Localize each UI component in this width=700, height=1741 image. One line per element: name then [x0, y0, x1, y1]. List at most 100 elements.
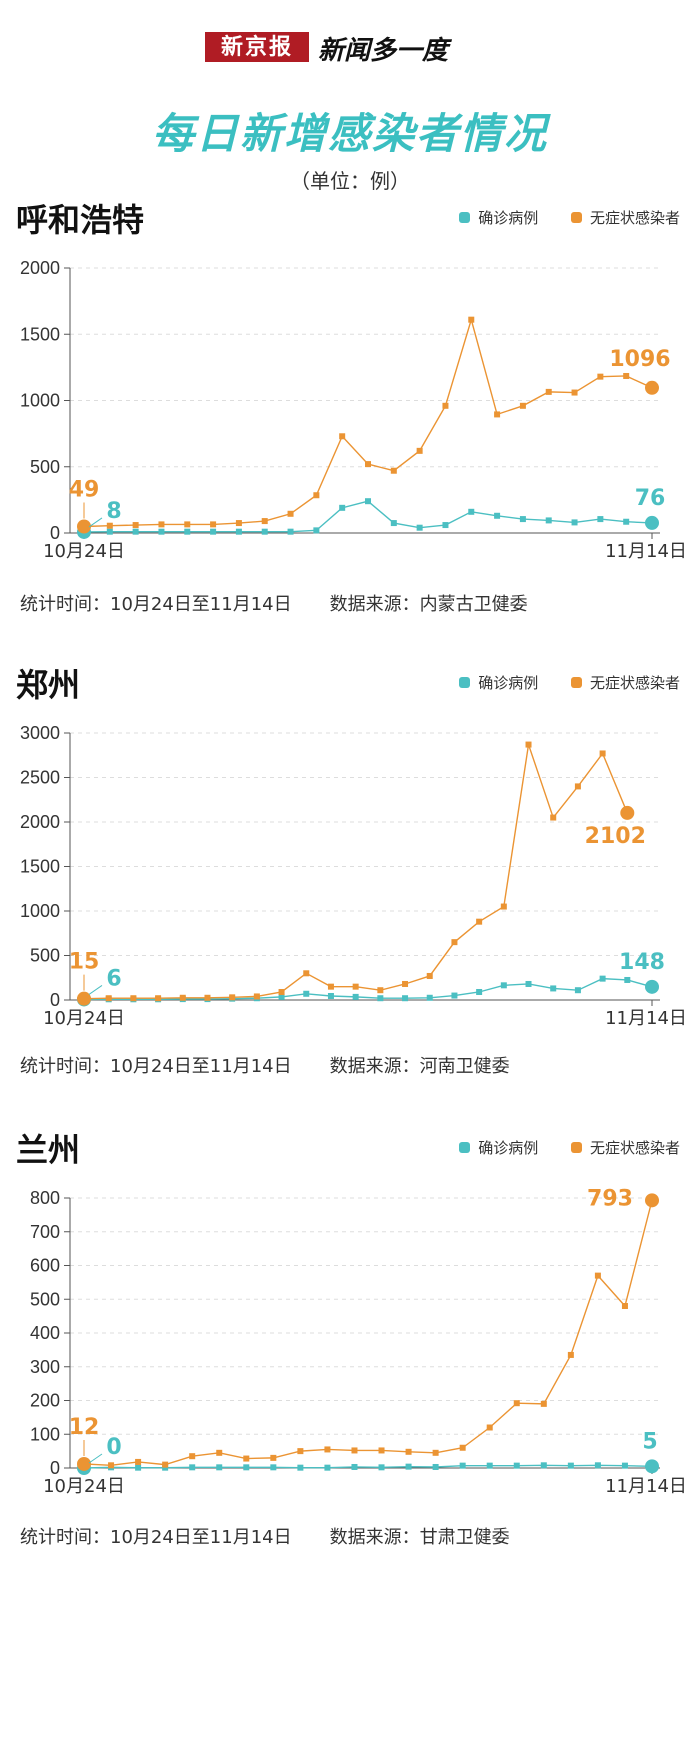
- data-point: [216, 1464, 223, 1471]
- data-point: [525, 980, 532, 987]
- data-point: [624, 976, 631, 983]
- data-point: [494, 411, 501, 418]
- data-point: [540, 1400, 547, 1407]
- data-point: [416, 524, 423, 531]
- data-point: [303, 990, 310, 997]
- data-point: [599, 975, 606, 982]
- data-label: 8: [106, 499, 121, 524]
- data-point: [253, 993, 260, 1000]
- y-tick-label: 0: [50, 523, 60, 543]
- y-tick-label: 500: [30, 946, 60, 966]
- data-point: [189, 1453, 196, 1460]
- data-point: [550, 985, 557, 992]
- data-point: [352, 993, 359, 1000]
- asymptomatic-swatch: [570, 1142, 582, 1153]
- asymptomatic-series-line: [83, 1200, 653, 1467]
- data-point: [235, 520, 242, 527]
- data-point: [571, 389, 578, 396]
- data-point: [476, 918, 483, 925]
- data-point: [216, 1449, 223, 1456]
- chart-footer: 统计时间：10月24日至11月14日 数据来源：甘肃卫健委: [20, 1523, 510, 1549]
- confirmed-swatch: [459, 677, 471, 688]
- chart-legend: 确诊病例 无症状感染者: [431, 1137, 680, 1158]
- data-point: [623, 372, 630, 379]
- source-label: 数据来源：内蒙古卫健委: [329, 594, 528, 615]
- data-label: 148: [619, 950, 665, 975]
- data-point: [574, 783, 581, 790]
- data-point: [390, 467, 397, 474]
- data-label: 15: [69, 950, 100, 975]
- data-point: [179, 994, 186, 1001]
- legend-item-asymptomatic: 无症状感染者: [570, 1137, 680, 1158]
- x-tick-label: 10月24日: [43, 541, 125, 562]
- data-point: [132, 528, 139, 535]
- data-point: [513, 1462, 520, 1469]
- y-tick-label: 800: [30, 1188, 60, 1208]
- data-point: [327, 992, 334, 999]
- data-point: [377, 995, 384, 1002]
- city-title: 呼和浩特: [16, 201, 145, 239]
- label-leader: [88, 517, 103, 528]
- asymptomatic-series-line: [83, 317, 653, 528]
- data-point: [324, 1446, 331, 1453]
- endpoint-marker: [645, 1459, 659, 1474]
- data-point: [500, 982, 507, 989]
- data-point: [525, 741, 532, 748]
- y-tick-label: 300: [30, 1357, 60, 1377]
- asymptomatic-swatch: [570, 677, 582, 688]
- data-point: [210, 528, 217, 535]
- data-label: 1096: [609, 347, 670, 372]
- data-point: [426, 994, 433, 1001]
- data-point: [313, 492, 320, 499]
- data-point: [459, 1462, 466, 1469]
- data-point: [426, 972, 433, 979]
- data-point: [324, 1464, 331, 1471]
- data-point: [229, 994, 236, 1001]
- data-point: [519, 402, 526, 409]
- data-point: [519, 516, 526, 523]
- x-tick-label: 11月14日: [605, 541, 687, 562]
- data-point: [623, 518, 630, 525]
- y-tick-label: 2500: [20, 768, 60, 788]
- data-point: [567, 1462, 574, 1469]
- data-point: [567, 1351, 574, 1358]
- data-point: [278, 988, 285, 995]
- confirmed-swatch: [459, 1142, 471, 1153]
- y-tick-label: 1000: [20, 901, 60, 921]
- legend-label: 确诊病例: [478, 209, 539, 227]
- data-point: [486, 1462, 493, 1469]
- legend-item-confirmed: 确诊病例: [459, 672, 538, 693]
- data-point: [287, 528, 294, 535]
- time-range-label: 统计时间：10月24日至11月14日: [20, 1527, 292, 1548]
- data-point: [621, 1303, 628, 1309]
- data-point: [451, 939, 458, 946]
- data-point: [108, 1462, 115, 1469]
- data-label: 76: [635, 486, 666, 511]
- y-tick-label: 700: [30, 1222, 60, 1242]
- confirmed-series-line: [83, 500, 653, 533]
- data-point: [405, 1448, 412, 1455]
- data-point: [261, 528, 268, 535]
- data-point: [597, 373, 604, 380]
- data-point: [184, 521, 191, 528]
- chart-section-hohhot: 呼和浩特 确诊病例 无症状感染者 0 500 1000 1500 2000 10月24日 1…: [0, 195, 700, 635]
- data-point: [162, 1461, 169, 1468]
- data-point: [476, 988, 483, 995]
- data-point: [545, 517, 552, 524]
- data-point: [351, 1463, 358, 1470]
- city-title: 兰州: [16, 1131, 81, 1169]
- y-tick-label: 200: [30, 1391, 60, 1411]
- x-tick-label: 11月14日: [605, 1008, 687, 1029]
- asymptomatic-swatch: [570, 212, 582, 223]
- data-point: [327, 983, 334, 990]
- data-point: [574, 987, 581, 994]
- y-tick-label: 1000: [20, 391, 60, 411]
- data-point: [402, 980, 409, 987]
- data-point: [594, 1462, 601, 1469]
- data-point: [155, 995, 162, 1002]
- data-point: [594, 1272, 601, 1279]
- data-point: [545, 388, 552, 395]
- data-point: [303, 970, 310, 977]
- source-label: 数据来源：甘肃卫健委: [329, 1527, 510, 1548]
- data-point: [442, 402, 449, 409]
